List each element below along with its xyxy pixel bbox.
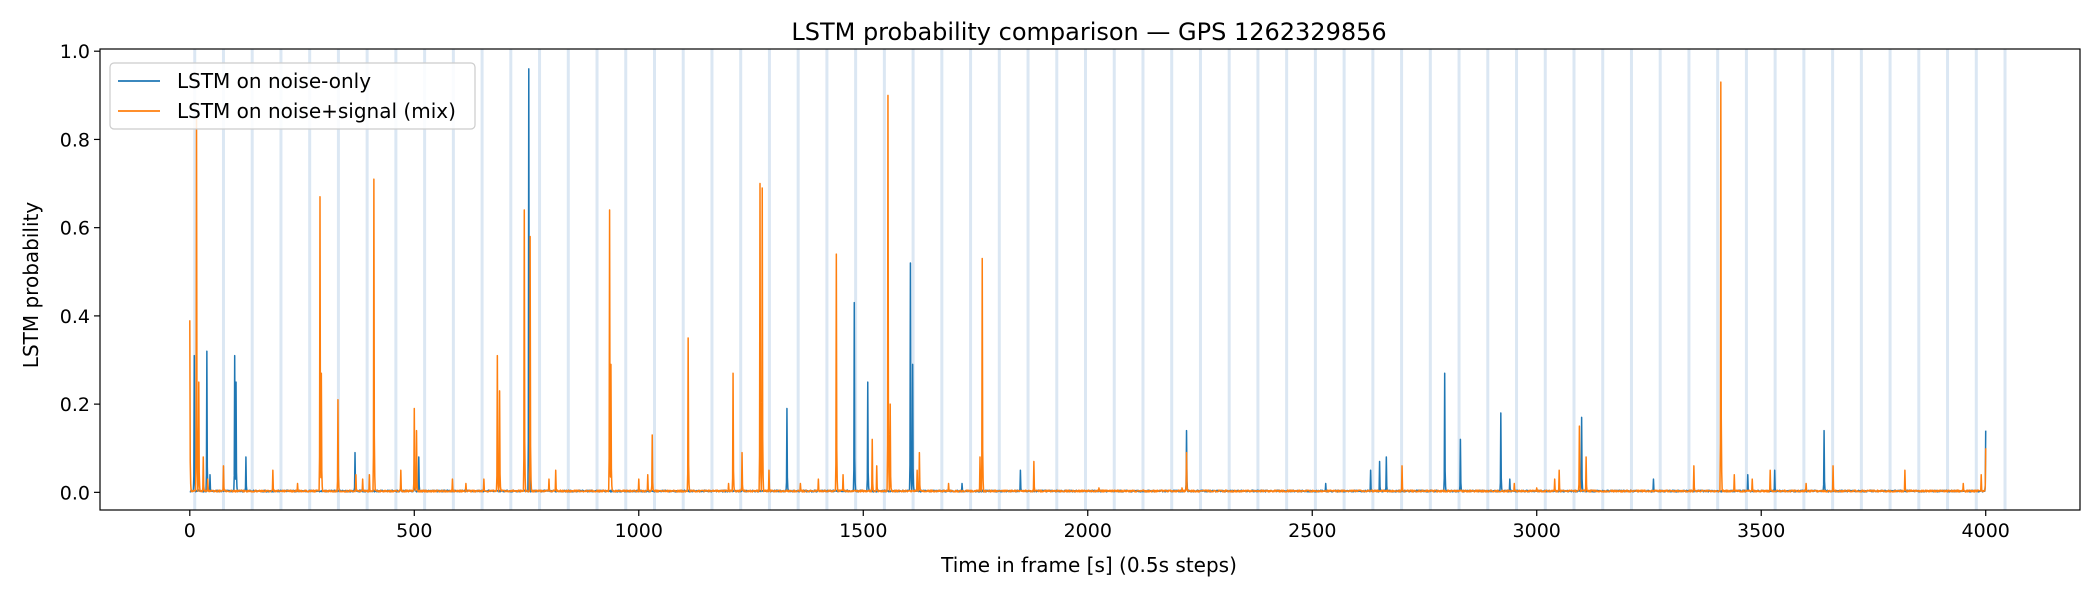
- x-tick-label: 2000: [1064, 520, 1112, 542]
- background-band: [1859, 49, 1863, 510]
- background-band: [480, 49, 484, 510]
- background-band: [1572, 49, 1576, 510]
- background-band: [279, 49, 283, 510]
- legend-box: [109, 62, 476, 130]
- y-axis: 0.0 0.2 0.4 0.6 0.8 1.0: [60, 41, 100, 504]
- background-band: [882, 49, 886, 510]
- background-band: [451, 49, 455, 510]
- background-band: [652, 49, 656, 510]
- background-band: [854, 49, 858, 510]
- background-band: [1342, 49, 1346, 510]
- background-band: [193, 49, 197, 510]
- y-tick-label: 0.2: [60, 394, 90, 416]
- x-tick-label: 3000: [1513, 520, 1561, 542]
- background-band: [1802, 49, 1806, 510]
- x-tick-label: 3500: [1737, 520, 1785, 542]
- background-band: [1773, 49, 1777, 510]
- x-axis: 0 500 1000 1500 2000 2500 3000 3500 4000: [184, 510, 2010, 542]
- background-band: [365, 49, 369, 510]
- background-band: [1428, 49, 1432, 510]
- background-band: [796, 49, 800, 510]
- background-band: [1486, 49, 1490, 510]
- background-band: [538, 49, 542, 510]
- background-band: [1198, 49, 1202, 510]
- background-band: [969, 49, 973, 510]
- background-band: [825, 49, 829, 510]
- plot-frame: [99, 48, 2081, 511]
- background-band: [1400, 49, 1404, 510]
- background-band: [308, 49, 312, 510]
- x-tick-label: 1000: [615, 520, 663, 542]
- background-band: [595, 49, 599, 510]
- background-band: [1227, 49, 1231, 510]
- background-band: [1917, 49, 1921, 510]
- background-band: [1658, 49, 1662, 510]
- background-band: [394, 49, 398, 510]
- background-band: [1629, 49, 1633, 510]
- background-band: [624, 49, 628, 510]
- chart-title: LSTM probability comparison — GPS 126232…: [791, 18, 1386, 46]
- background-band: [1112, 49, 1116, 510]
- y-tick-label: 1.0: [60, 41, 90, 63]
- legend-label-mix: LSTM on noise+signal (mix): [177, 99, 456, 123]
- background-band: [767, 49, 771, 510]
- background-band: [1831, 49, 1835, 510]
- background-band: [250, 49, 254, 510]
- y-tick-label: 0.6: [60, 218, 90, 240]
- background-band: [1256, 49, 1260, 510]
- legend-label-noise-only: LSTM on noise-only: [177, 69, 371, 93]
- background-band: [336, 49, 340, 510]
- background-band: [2003, 49, 2007, 510]
- background-band: [1055, 49, 1059, 510]
- background-band: [1313, 49, 1317, 510]
- background-band: [681, 49, 685, 510]
- y-tick-label: 0.8: [60, 129, 90, 151]
- background-band: [1084, 49, 1088, 510]
- background-band: [509, 49, 513, 510]
- background-bands: [193, 49, 2007, 510]
- x-tick-label: 0: [184, 520, 196, 542]
- background-band: [911, 49, 915, 510]
- background-band: [1716, 49, 1720, 510]
- background-band: [940, 49, 944, 510]
- y-tick-label: 0.0: [60, 482, 90, 504]
- series-line-mix: [189, 81, 1987, 493]
- background-band: [1285, 49, 1289, 510]
- background-band: [566, 49, 570, 510]
- background-band: [710, 49, 714, 510]
- background-band: [1601, 49, 1605, 510]
- x-tick-label: 2500: [1288, 520, 1336, 542]
- background-band: [1946, 49, 1950, 510]
- background-band: [1744, 49, 1748, 510]
- background-band: [739, 49, 743, 510]
- x-axis-title: Time in frame [s] (0.5s steps): [940, 553, 1237, 577]
- series-layer: [189, 68, 1987, 493]
- y-axis-title: LSTM probability: [19, 202, 43, 369]
- background-band: [221, 49, 225, 510]
- y-tick-label: 0.4: [60, 306, 90, 328]
- background-band: [1170, 49, 1174, 510]
- background-band: [1026, 49, 1030, 510]
- background-band: [1974, 49, 1978, 510]
- background-band: [423, 49, 427, 510]
- legend: LSTM on noise-only LSTM on noise+signal …: [109, 62, 476, 130]
- background-band: [1543, 49, 1547, 510]
- background-band: [1515, 49, 1519, 510]
- background-band: [1371, 49, 1375, 510]
- x-tick-label: 500: [396, 520, 432, 542]
- x-tick-label: 1500: [839, 520, 887, 542]
- x-tick-label: 4000: [1962, 520, 2010, 542]
- background-band: [1141, 49, 1145, 510]
- background-band: [997, 49, 1001, 510]
- background-band: [1888, 49, 1892, 510]
- background-band: [1687, 49, 1691, 510]
- background-band: [1457, 49, 1461, 510]
